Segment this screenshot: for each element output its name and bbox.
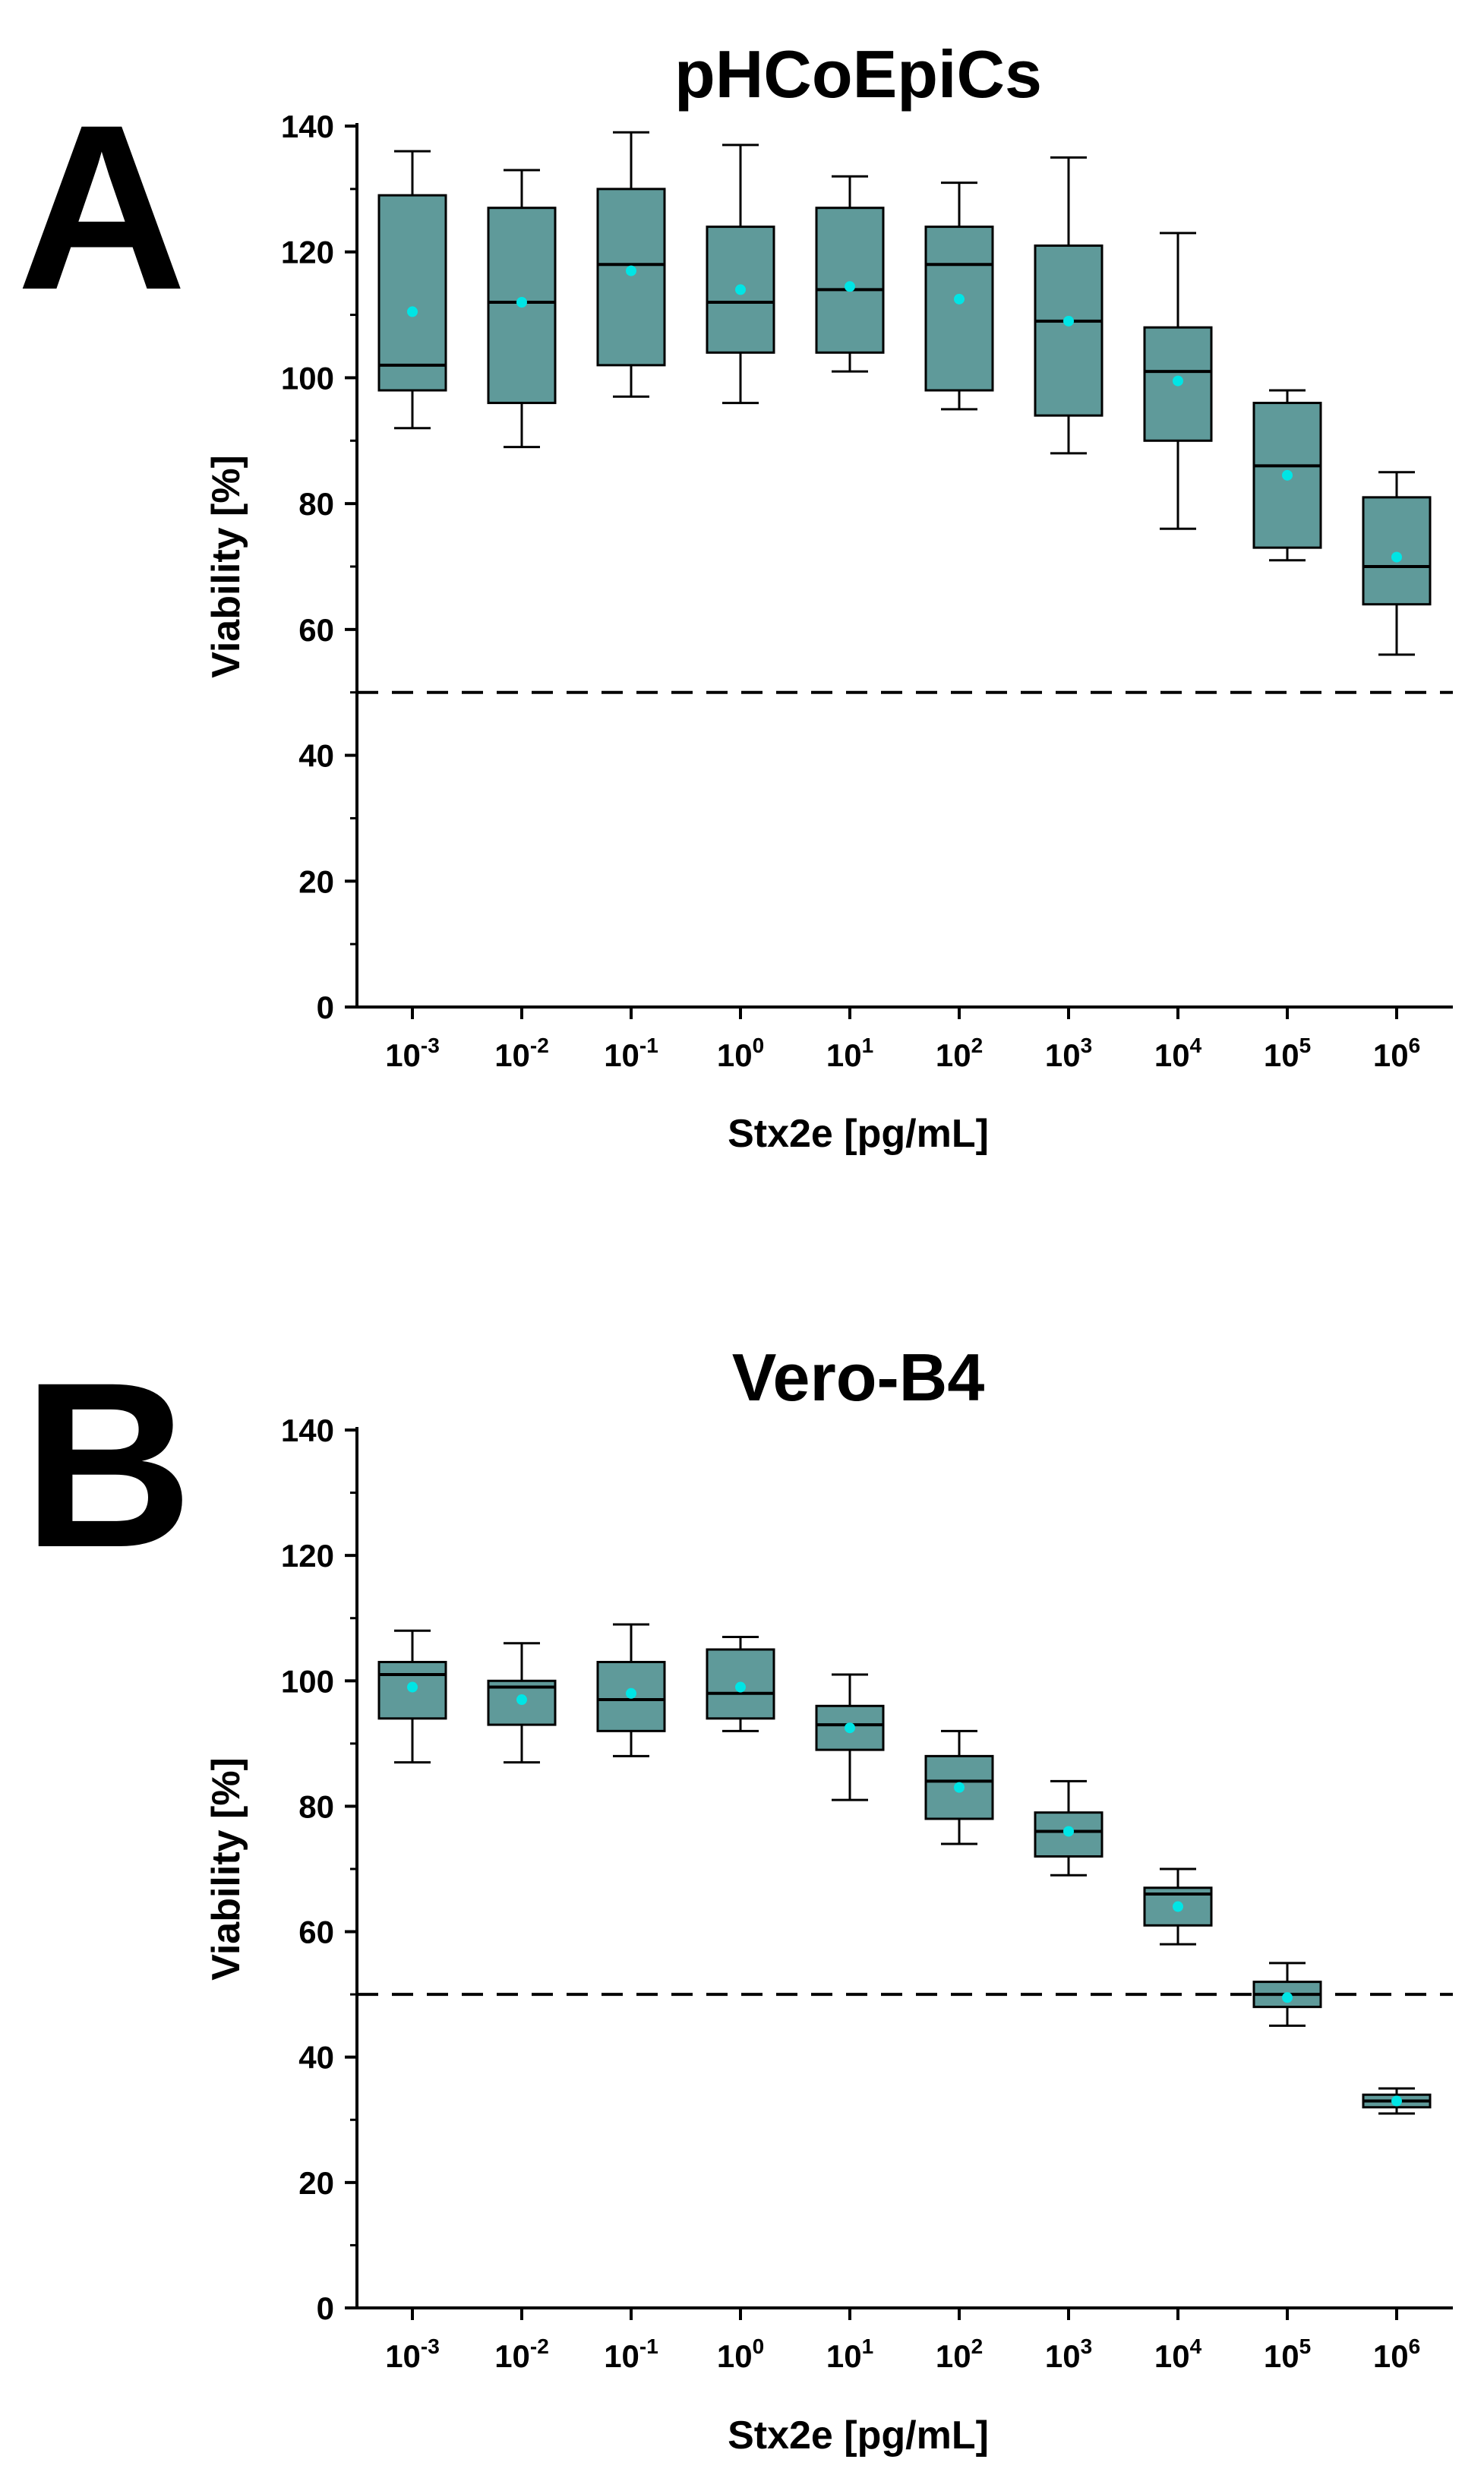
- box-iqr: [924, 226, 994, 392]
- y-tick-label: 120: [281, 235, 334, 270]
- y-tick-label: 0: [317, 990, 334, 1025]
- mean-marker: [1391, 551, 1402, 563]
- mean-marker: [1391, 2095, 1402, 2107]
- box-iqr: [596, 188, 666, 367]
- box-7: [1034, 1779, 1104, 1877]
- mean-marker: [626, 265, 636, 276]
- box-5: [815, 175, 885, 373]
- box-iqr: [815, 1704, 885, 1751]
- x-tick-label: 100: [717, 2335, 764, 2374]
- box-iqr: [815, 207, 885, 354]
- panel-a: A pHCoEpiCs 0 20 40 60 80 100 120 140 10-3 10-2 10-…: [17, 36, 1453, 1156]
- x-tick-label: 102: [936, 1034, 983, 1073]
- y-tick-label: 20: [298, 863, 334, 899]
- y-tick-label: 40: [298, 2040, 334, 2076]
- x-tick-label: 106: [1373, 1034, 1420, 1073]
- x-tick-label: 10-3: [385, 1034, 440, 1073]
- y-axis-label: Viability [%]: [204, 455, 248, 678]
- y-tick-label: 20: [298, 2165, 334, 2201]
- panel-label: A: [17, 75, 187, 339]
- y-tick-label: 140: [281, 1413, 334, 1448]
- box-iqr: [487, 207, 557, 405]
- x-tick-label: 104: [1154, 1034, 1202, 1073]
- mean-marker: [1282, 469, 1293, 481]
- mean-marker: [1063, 1826, 1074, 1837]
- box-iqr: [706, 1648, 775, 1720]
- mean-marker: [1282, 1992, 1293, 2003]
- x-axis-label: Stx2e [pg/mL]: [728, 2413, 989, 2458]
- x-tick-label: 10-2: [494, 2335, 549, 2374]
- chart-a: pHCoEpiCs 0 20 40 60 80 100 120 140 10-3 10-2 10-1 1…: [204, 36, 1453, 1156]
- mean-marker: [407, 1681, 418, 1693]
- x-tick-label: 106: [1373, 2335, 1420, 2374]
- mean-marker: [1173, 375, 1183, 387]
- mean-marker: [845, 1722, 855, 1734]
- mean-marker: [516, 297, 527, 308]
- box-9: [1252, 1962, 1322, 2027]
- x-tick-label: 101: [826, 1034, 873, 1073]
- chart-title: Vero-B4: [732, 1340, 985, 1415]
- y-axis-label: Viability [%]: [204, 1757, 248, 1981]
- x-tick-label: 105: [1264, 1034, 1311, 1073]
- box-5: [815, 1673, 885, 1801]
- box-1: [377, 1629, 447, 1764]
- y-tick-label: 80: [298, 1788, 334, 1824]
- x-tick-label: 10-1: [604, 1034, 658, 1073]
- chart-b: Vero-B4 0 20 40 60 80 100 120 140 10-3 10-2 10-1 100…: [204, 1340, 1453, 2458]
- y-tick-label: 100: [281, 360, 334, 396]
- mean-marker: [1173, 1901, 1183, 1912]
- box-9: [1252, 389, 1322, 562]
- box-4: [706, 1635, 775, 1732]
- box-7: [1034, 156, 1104, 455]
- mean-marker: [954, 1782, 965, 1793]
- box-8: [1143, 1867, 1213, 1946]
- y-tick-label: 40: [298, 738, 334, 774]
- box-1: [377, 150, 447, 430]
- y-tick-label: 140: [281, 109, 334, 144]
- box-3: [596, 1623, 666, 1757]
- panel-label: B: [23, 1333, 193, 1596]
- y-tick-label: 60: [298, 612, 334, 648]
- box-iqr: [1362, 496, 1432, 606]
- y-tick-label: 0: [317, 2290, 334, 2326]
- y-tick-label: 120: [281, 1538, 334, 1574]
- chart-title: pHCoEpiCs: [674, 36, 1042, 112]
- box-6: [924, 1729, 994, 1845]
- mean-marker: [516, 1694, 527, 1706]
- y-tick-label: 100: [281, 1663, 334, 1699]
- mean-marker: [1063, 315, 1074, 327]
- box-iqr: [1252, 402, 1322, 549]
- x-tick-label: 100: [717, 1034, 764, 1073]
- box-10: [1362, 2087, 1432, 2115]
- panel-b: B Vero-B4 0 20 40 60 80 100 120 140 10-3 10-2 10-1 1…: [0, 1237, 1484, 2475]
- mean-marker: [735, 1681, 746, 1693]
- mean-marker: [735, 284, 746, 295]
- x-axis-label: Stx2e [pg/mL]: [728, 1112, 989, 1156]
- y-tick-label: 60: [298, 1915, 334, 1950]
- x-tick-label: 10-1: [604, 2335, 658, 2374]
- box-2: [487, 169, 557, 449]
- mean-marker: [954, 293, 965, 305]
- box-10: [1362, 471, 1432, 656]
- x-tick-label: 101: [826, 2335, 873, 2374]
- mean-marker: [845, 281, 855, 292]
- y-tick-label: 80: [298, 486, 334, 522]
- mean-marker: [626, 1687, 636, 1699]
- x-tick-label: 10-2: [494, 1034, 549, 1073]
- box-iqr: [1034, 244, 1104, 417]
- x-tick-label: 103: [1045, 1034, 1092, 1073]
- x-tick-label: 105: [1264, 2335, 1311, 2374]
- x-tick-label: 103: [1045, 2335, 1092, 2374]
- mean-marker: [407, 306, 418, 317]
- x-tick-label: 10-3: [385, 2335, 440, 2374]
- box-2: [487, 1642, 557, 1764]
- x-tick-label: 102: [936, 2335, 983, 2374]
- box-3: [596, 131, 666, 398]
- box-iqr: [377, 194, 447, 392]
- box-6: [924, 182, 994, 411]
- x-tick-label: 104: [1154, 2335, 1202, 2374]
- box-8: [1143, 232, 1213, 530]
- box-4: [706, 144, 775, 405]
